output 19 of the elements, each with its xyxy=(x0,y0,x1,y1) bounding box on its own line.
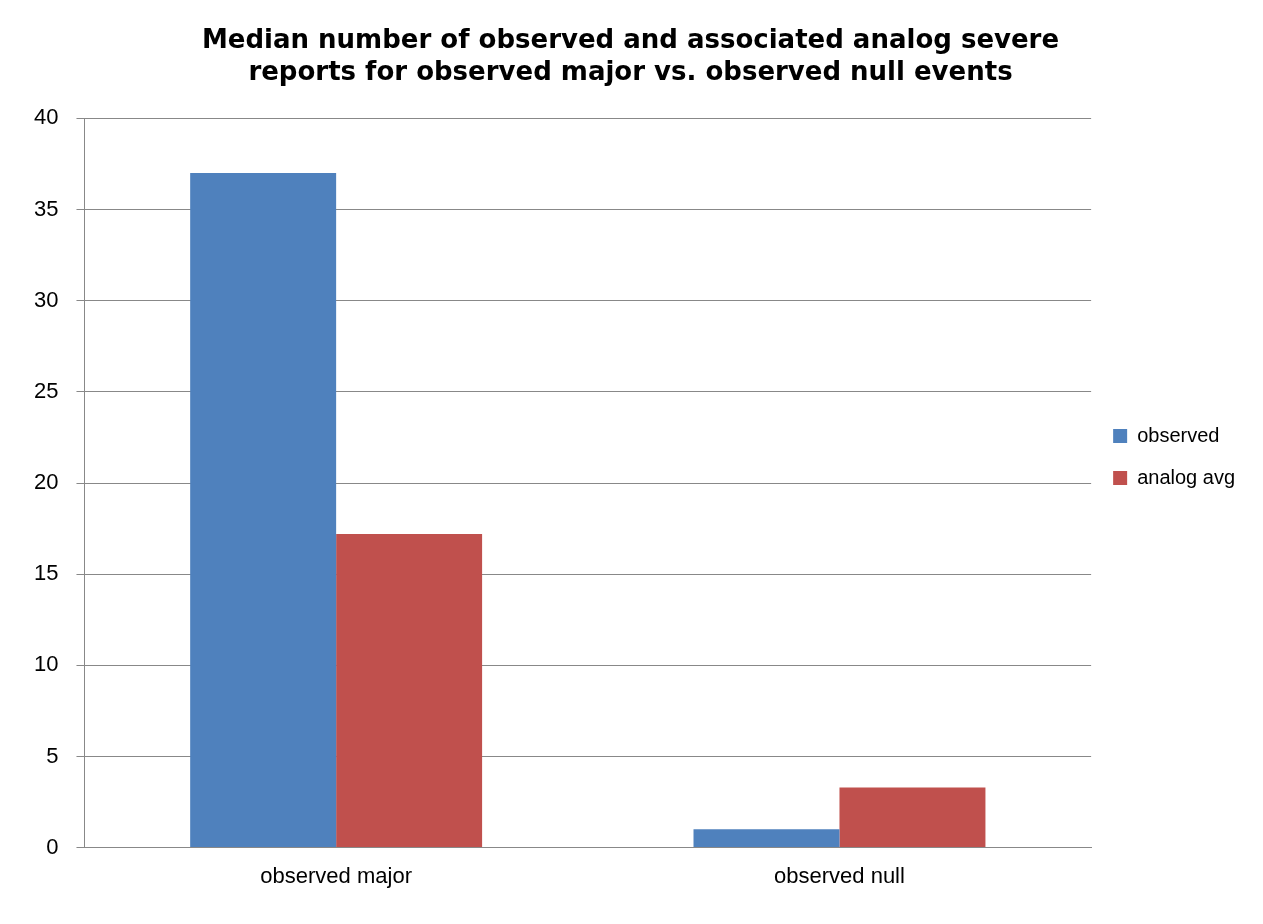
text: Median number of observed and associated analog severe xyxy=(201,24,1060,55)
bar xyxy=(839,787,986,848)
y-tick-label: 35 xyxy=(33,195,59,221)
text: reports for observed major vs. observed null events xyxy=(248,55,1013,86)
bar xyxy=(190,173,337,848)
legend-label: analog avg xyxy=(1137,465,1236,488)
y-tick-label: 40 xyxy=(33,104,59,130)
bar xyxy=(693,829,840,848)
y-tick-label: 20 xyxy=(33,469,59,495)
y-tick-label: 5 xyxy=(46,742,59,768)
y-tick-label: 0 xyxy=(46,833,59,859)
y-tick-label: 10 xyxy=(33,651,59,677)
x-tick-label: observed major xyxy=(260,862,412,888)
x-tick-label: observed null xyxy=(774,862,905,888)
y-tick-label: 25 xyxy=(33,377,59,403)
y-tick-label: 15 xyxy=(33,560,59,586)
y-tick-label: 30 xyxy=(33,286,59,312)
legend-label: observed xyxy=(1137,423,1220,446)
bar xyxy=(336,534,483,848)
